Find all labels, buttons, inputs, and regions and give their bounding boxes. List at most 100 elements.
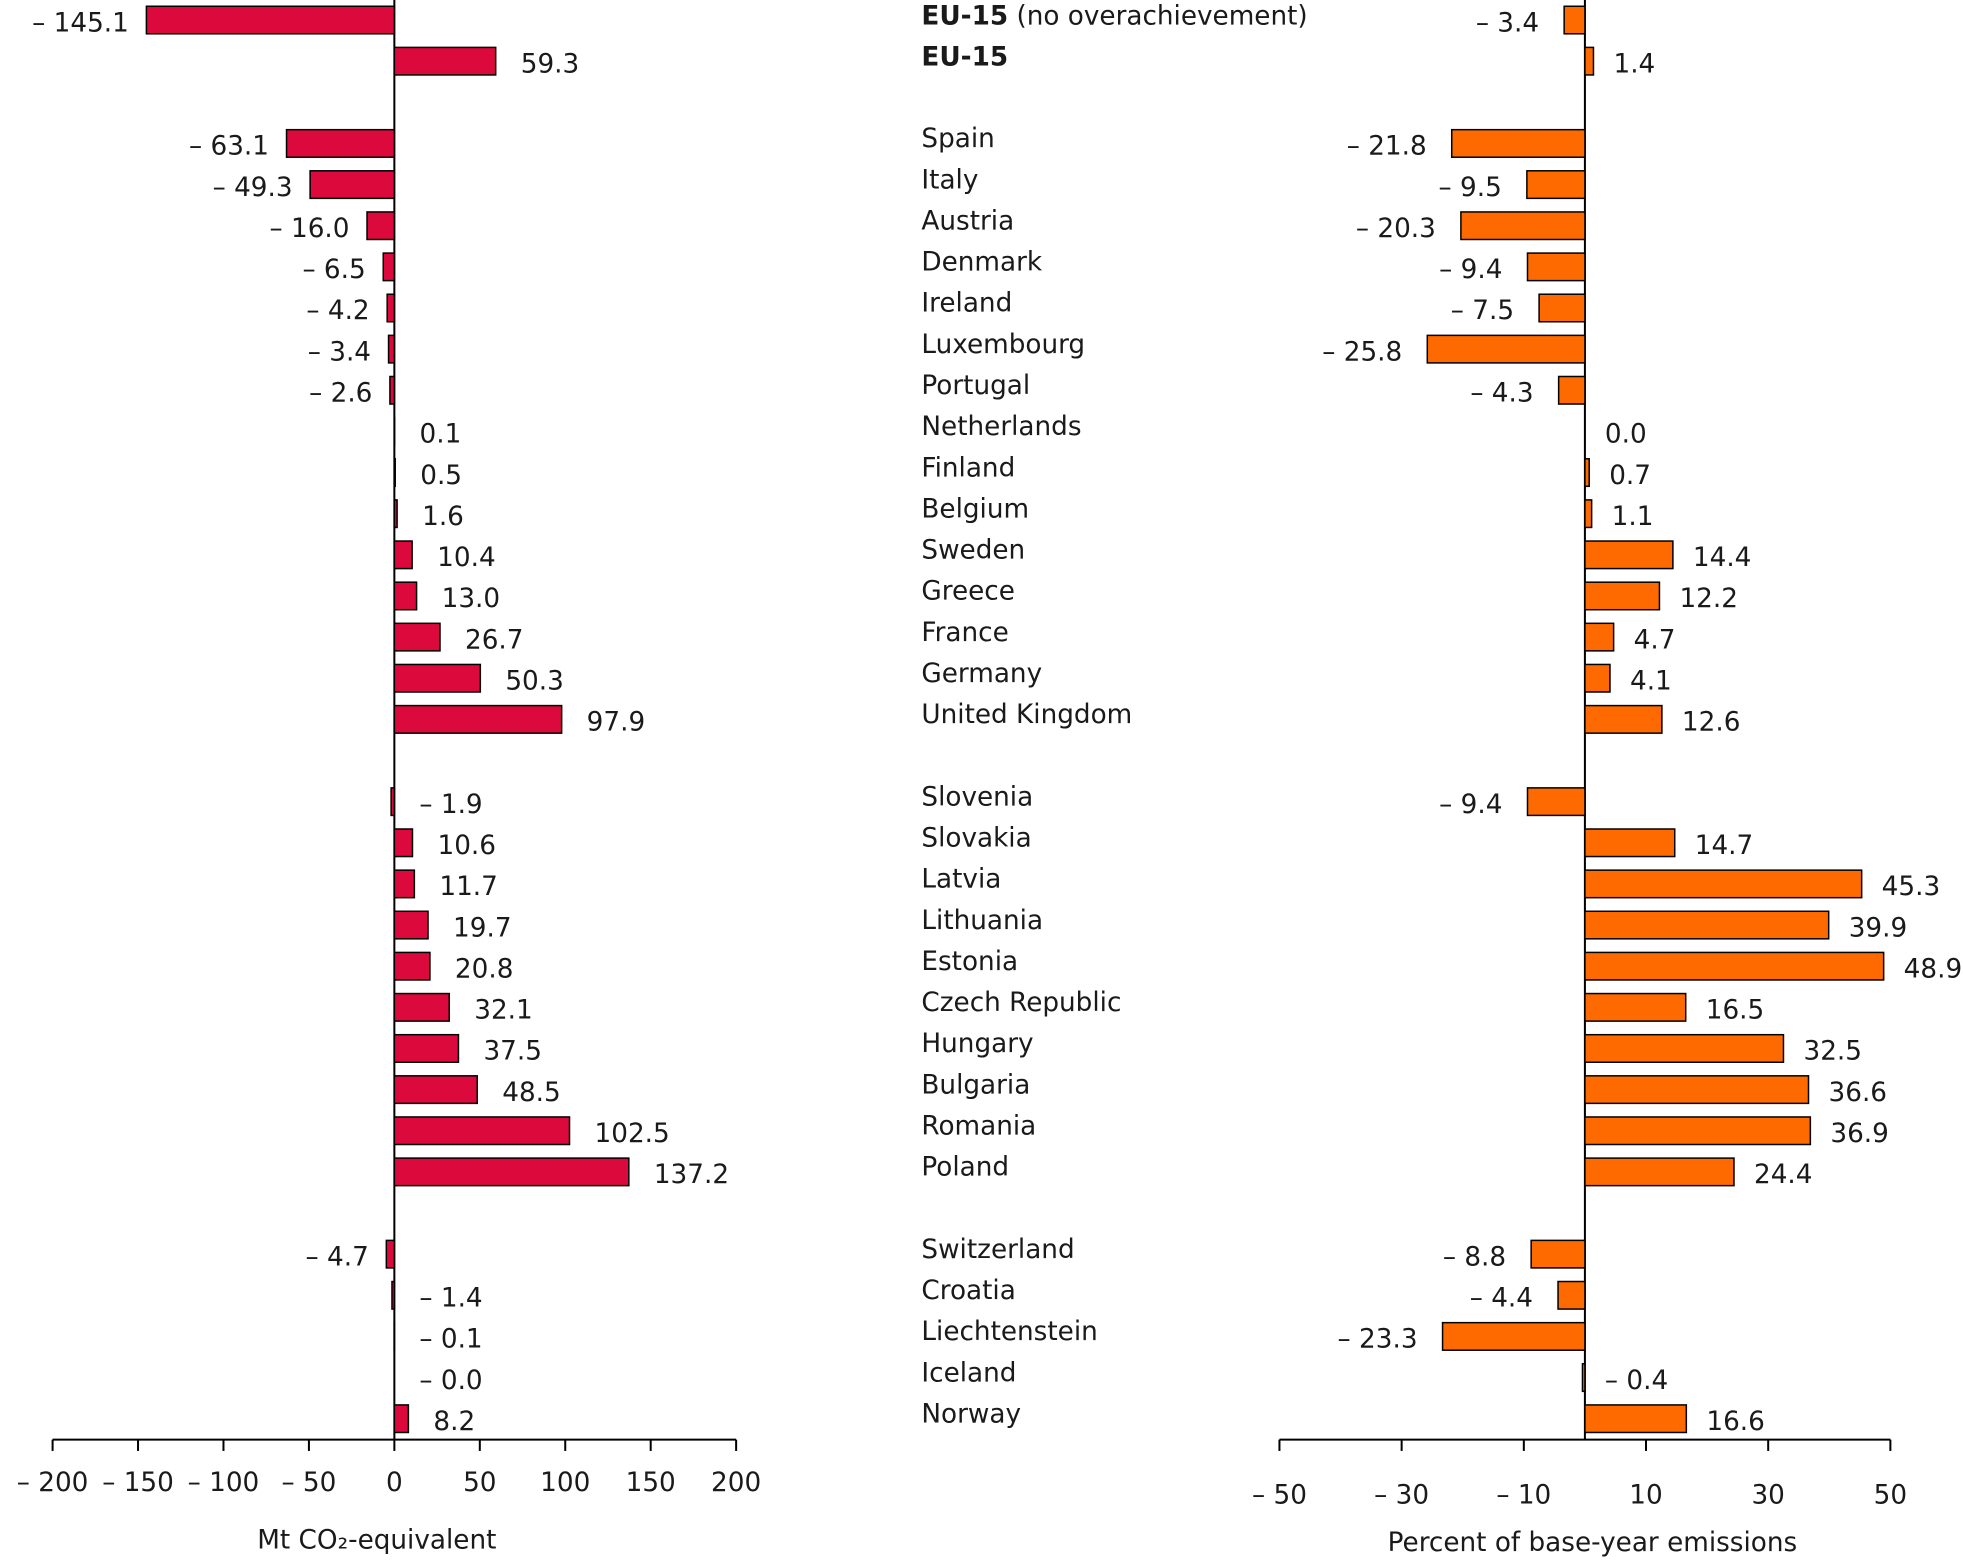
x-tick-label: – 50	[281, 1468, 336, 1498]
value-label: – 0.1	[419, 1325, 482, 1355]
value-label: 1.1	[1612, 502, 1654, 532]
bar	[382, 252, 396, 282]
value-label: – 63.1	[189, 132, 269, 162]
category-label: Austria	[921, 206, 1014, 236]
bar	[393, 46, 497, 76]
category-label: Norway	[921, 1399, 1021, 1429]
category-label: Croatia	[921, 1276, 1015, 1306]
bar	[393, 1404, 410, 1434]
value-label: 14.4	[1693, 543, 1751, 573]
x-tick-label: – 150	[102, 1468, 174, 1498]
value-label: 19.7	[453, 913, 511, 943]
bar	[390, 787, 396, 817]
x-tick-label: – 50	[1252, 1481, 1307, 1511]
bar	[1526, 787, 1586, 817]
bar	[393, 910, 429, 940]
x-tick-label: – 10	[1496, 1481, 1551, 1511]
value-label: – 23.3	[1338, 1325, 1418, 1355]
bar	[391, 1280, 396, 1310]
bar	[387, 334, 396, 364]
category-label: Finland	[921, 453, 1015, 483]
bar	[145, 5, 396, 35]
bar	[389, 375, 396, 405]
category-label: Greece	[921, 577, 1015, 607]
bar	[285, 128, 396, 158]
value-label: 13.0	[442, 584, 500, 614]
category-label: Portugal	[921, 371, 1030, 401]
bar	[393, 1075, 478, 1105]
category-label: Sweden	[921, 536, 1025, 566]
bar	[393, 869, 416, 899]
value-label: 14.7	[1695, 831, 1753, 861]
x-tick-label: – 200	[17, 1468, 89, 1498]
value-label: – 21.8	[1347, 132, 1427, 162]
value-label: – 6.5	[302, 255, 365, 285]
bar	[1526, 170, 1586, 200]
value-label: 4.1	[1630, 666, 1672, 696]
value-label: – 7.5	[1451, 296, 1514, 326]
bar	[1584, 704, 1663, 734]
value-label: 1.4	[1613, 49, 1655, 79]
category-label: Netherlands	[921, 412, 1081, 442]
value-label: – 4.4	[1470, 1284, 1533, 1314]
bar	[1584, 910, 1830, 940]
value-label: 0.5	[420, 461, 462, 491]
bar	[393, 951, 431, 981]
value-label: 32.1	[474, 996, 532, 1026]
x-tick-label: – 100	[188, 1468, 260, 1498]
category-label: Liechtenstein	[921, 1317, 1097, 1347]
value-label: 48.9	[1904, 954, 1962, 984]
bar	[1584, 540, 1674, 570]
x-tick-label: 30	[1751, 1481, 1784, 1511]
value-label: 0.1	[420, 420, 462, 450]
value-label: – 145.1	[32, 8, 129, 38]
bar	[1584, 46, 1595, 76]
bar	[393, 540, 413, 570]
bar	[393, 663, 482, 693]
bar	[366, 211, 396, 241]
value-label: 8.2	[433, 1407, 475, 1437]
category-label: Czech Republic	[921, 988, 1121, 1018]
category-label: Latvia	[921, 865, 1001, 895]
x-axis-title: Percent of base-year emissions	[1388, 1528, 1798, 1558]
bar	[1584, 1075, 1810, 1105]
category-label: Estonia	[921, 947, 1018, 977]
x-tick-label: 100	[540, 1468, 590, 1498]
bar	[393, 622, 441, 652]
value-label: 48.5	[502, 1078, 560, 1108]
value-label: – 3.4	[1476, 8, 1539, 38]
x-tick-label: 10	[1629, 1481, 1662, 1511]
bar	[1584, 663, 1611, 693]
value-label: – 2.6	[309, 379, 372, 409]
bar	[393, 992, 450, 1022]
category-label: EU-15	[921, 42, 1008, 72]
bar	[1557, 1280, 1586, 1310]
category-label: Hungary	[921, 1029, 1033, 1059]
value-label: 12.6	[1682, 708, 1740, 738]
bar	[1538, 293, 1586, 323]
category-label: United Kingdom	[921, 700, 1132, 730]
category-label: Denmark	[921, 248, 1043, 278]
value-label: 26.7	[465, 625, 523, 655]
category-label: Iceland	[921, 1358, 1016, 1388]
category-label: France	[921, 618, 1008, 648]
x-tick-label: 50	[463, 1468, 496, 1498]
value-label: 50.3	[505, 666, 563, 696]
value-label: 45.3	[1882, 872, 1940, 902]
value-label: – 9.4	[1439, 790, 1502, 820]
value-label: – 1.4	[419, 1284, 482, 1314]
bar	[309, 170, 396, 200]
value-label: 10.6	[438, 831, 496, 861]
bar	[1584, 1404, 1688, 1434]
value-label: – 3.4	[308, 337, 371, 367]
value-label: – 9.4	[1439, 255, 1502, 285]
bar	[393, 1157, 630, 1187]
bar	[1581, 1363, 1586, 1393]
bar	[1460, 211, 1586, 241]
value-label: – 4.3	[1470, 379, 1533, 409]
value-label: 0.0	[1605, 420, 1647, 450]
bar	[1584, 458, 1590, 488]
bar	[1584, 869, 1863, 899]
value-label: – 16.0	[270, 214, 350, 244]
